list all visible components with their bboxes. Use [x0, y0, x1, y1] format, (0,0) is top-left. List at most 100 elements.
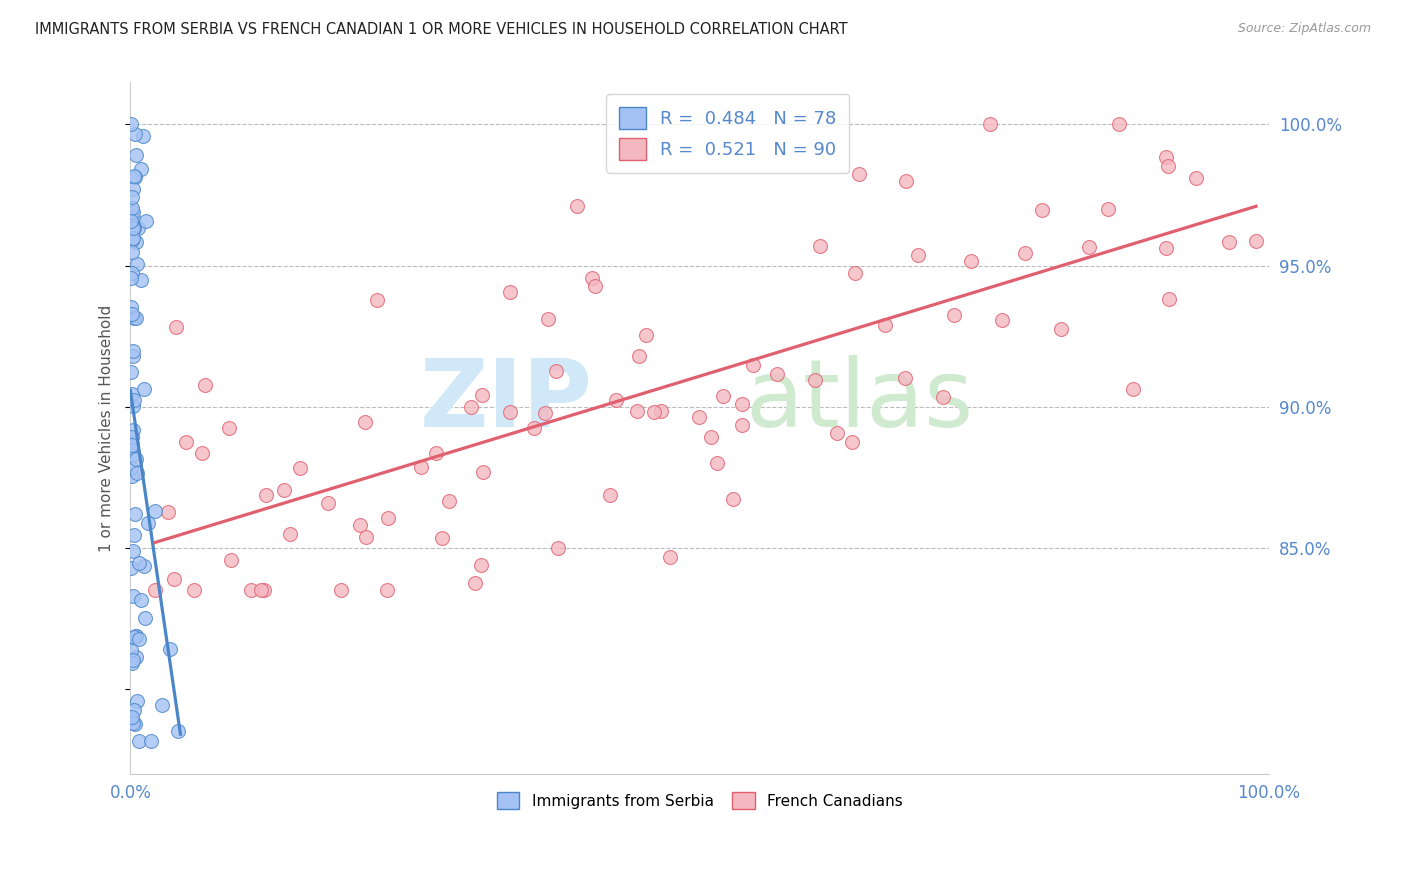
Point	[122, 392, 145, 407]
Point	[121, 387, 143, 401]
Point	[121, 221, 143, 235]
Point	[741, 359, 763, 373]
Point	[522, 420, 544, 434]
Point	[991, 313, 1014, 327]
Point	[121, 469, 143, 483]
Point	[470, 558, 492, 572]
Point	[848, 167, 870, 181]
Legend: Immigrants from Serbia, French Canadians: Immigrants from Serbia, French Canadians	[491, 786, 910, 815]
Point	[120, 713, 142, 727]
Point	[804, 373, 827, 387]
Point	[1122, 382, 1144, 396]
Point	[120, 271, 142, 285]
Point	[766, 368, 789, 382]
Point	[808, 239, 831, 253]
Point	[731, 417, 754, 432]
Point	[534, 406, 557, 420]
Point	[120, 214, 142, 228]
Point	[873, 318, 896, 332]
Text: IMMIGRANTS FROM SERBIA VS FRENCH CANADIAN 1 OR MORE VEHICLES IN HOUSEHOLD CORREL: IMMIGRANTS FROM SERBIA VS FRENCH CANADIA…	[35, 22, 848, 37]
Point	[122, 211, 145, 225]
Point	[139, 733, 162, 747]
Point	[1108, 117, 1130, 131]
Point	[721, 492, 744, 507]
Point	[599, 488, 621, 502]
Point	[122, 343, 145, 358]
Point	[1050, 322, 1073, 336]
Point	[121, 182, 143, 196]
Point	[120, 440, 142, 454]
Point	[1031, 202, 1053, 217]
Point	[121, 244, 143, 259]
Point	[122, 310, 145, 325]
Point	[688, 409, 710, 424]
Point	[1014, 245, 1036, 260]
Point	[122, 423, 145, 437]
Point	[163, 572, 186, 586]
Point	[354, 415, 377, 429]
Point	[960, 254, 983, 268]
Point	[129, 162, 152, 177]
Point	[330, 583, 353, 598]
Point	[122, 221, 145, 235]
Point	[194, 378, 217, 392]
Point	[121, 438, 143, 452]
Point	[711, 389, 734, 403]
Point	[122, 205, 145, 219]
Point	[1097, 202, 1119, 216]
Point	[659, 549, 682, 564]
Point	[1159, 292, 1181, 306]
Point	[250, 583, 273, 598]
Point	[135, 214, 157, 228]
Point	[1078, 240, 1101, 254]
Point	[145, 504, 167, 518]
Point	[894, 174, 917, 188]
Point	[121, 230, 143, 244]
Point	[626, 404, 648, 418]
Point	[157, 505, 180, 519]
Point	[124, 169, 146, 184]
Point	[219, 553, 242, 567]
Point	[253, 583, 276, 598]
Point	[122, 543, 145, 558]
Point	[706, 456, 728, 470]
Point	[129, 273, 152, 287]
Point	[128, 556, 150, 570]
Point	[120, 365, 142, 379]
Y-axis label: 1 or more Vehicles in Household: 1 or more Vehicles in Household	[100, 304, 114, 551]
Point	[128, 632, 150, 646]
Point	[425, 446, 447, 460]
Point	[437, 493, 460, 508]
Point	[120, 438, 142, 452]
Point	[121, 266, 143, 280]
Point	[581, 271, 603, 285]
Point	[349, 517, 371, 532]
Point	[124, 452, 146, 467]
Point	[239, 583, 262, 598]
Point	[942, 308, 965, 322]
Point	[841, 435, 863, 450]
Point	[150, 698, 173, 712]
Point	[628, 349, 651, 363]
Point	[127, 221, 149, 235]
Point	[699, 430, 721, 444]
Point	[121, 233, 143, 247]
Point	[167, 723, 190, 738]
Point	[122, 219, 145, 233]
Point	[464, 576, 486, 591]
Text: Source: ZipAtlas.com: Source: ZipAtlas.com	[1237, 22, 1371, 36]
Point	[546, 364, 568, 378]
Point	[125, 694, 148, 708]
Point	[288, 461, 311, 475]
Point	[979, 118, 1001, 132]
Point	[128, 734, 150, 748]
Point	[583, 279, 606, 293]
Point	[120, 560, 142, 574]
Point	[278, 526, 301, 541]
Point	[127, 257, 149, 271]
Point	[131, 128, 153, 143]
Point	[122, 448, 145, 462]
Point	[132, 559, 155, 574]
Point	[124, 507, 146, 521]
Point	[460, 400, 482, 414]
